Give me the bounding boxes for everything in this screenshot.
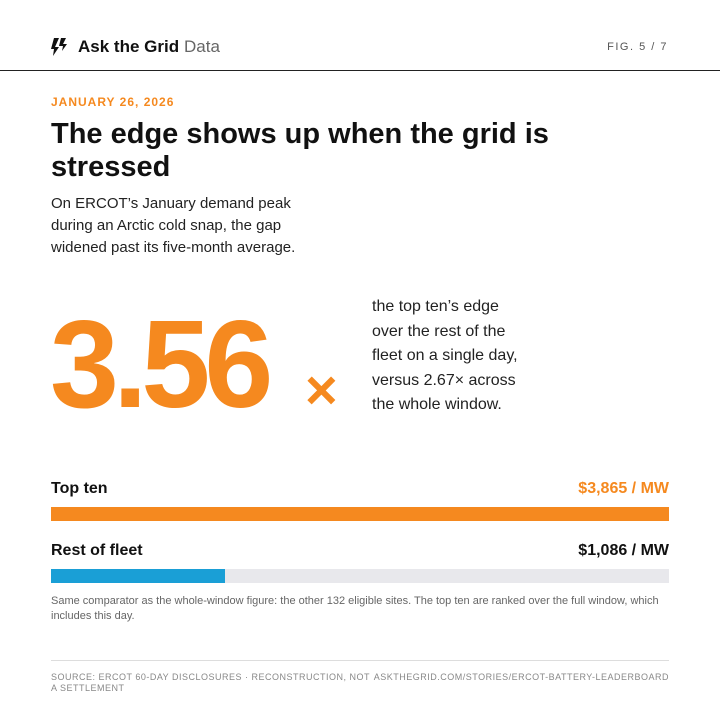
logo [51, 38, 67, 56]
brand: Ask the Grid [78, 37, 180, 56]
date: JANUARY 26, 2026 [51, 95, 175, 109]
divider [0, 70, 720, 71]
stat-number: 3.56 [50, 296, 273, 434]
stat-text: the top ten’s edge over the rest of the … [372, 298, 518, 414]
figure-number: FIG. 5 / 7 [607, 41, 668, 53]
stat-unit: × [305, 358, 338, 421]
subtitle: On ERCOT’s January demand peak during an… [51, 195, 296, 256]
bar-value: $3,865 / MW [578, 480, 669, 497]
section: Data [184, 37, 220, 56]
url: ASKTHEGRID.COM/STORIES/ERCOT-BATTERY-LEA… [373, 672, 669, 682]
title: The edge shows up when the grid is stres… [51, 118, 549, 183]
bar-label: Rest of fleet [51, 542, 143, 559]
source: SOURCE: ERCOT 60-DAY DISCLOSURES · RECON… [51, 672, 370, 693]
bar-label: Top ten [51, 480, 108, 497]
bar [51, 569, 225, 583]
bar-track [51, 569, 669, 583]
bar-value: $1,086 / MW [578, 542, 669, 559]
bar-track [51, 507, 669, 521]
note: Same comparator as the whole-window figu… [51, 595, 659, 622]
divider [51, 660, 669, 661]
bar [51, 507, 669, 521]
